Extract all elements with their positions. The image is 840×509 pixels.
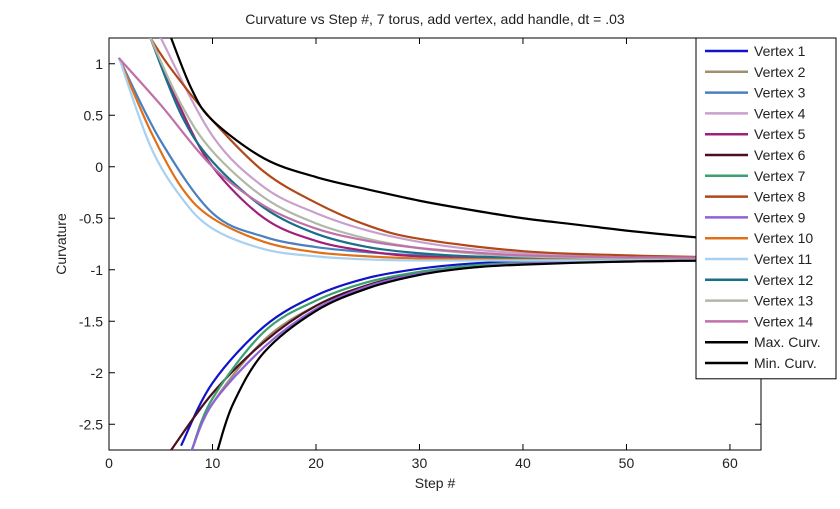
x-tick-label: 50 xyxy=(619,455,635,471)
legend-label-14: Vertex 14 xyxy=(754,313,813,329)
legend: Vertex 1 Vertex 2 Vertex 3 Vertex 4 Vertex 5… xyxy=(695,37,837,380)
x-tick-label: 0 xyxy=(105,455,113,471)
legend-label-4: Vertex 4 xyxy=(754,105,806,121)
legend-label-16: Min. Curv. xyxy=(754,355,817,371)
y-tick-label: -2 xyxy=(91,365,104,381)
legend-label-15: Max. Curv. xyxy=(754,334,821,350)
y-tick-label: -0.5 xyxy=(79,210,103,226)
x-tick-label: 20 xyxy=(308,455,324,471)
legend-label-13: Vertex 13 xyxy=(754,293,813,309)
y-tick-label: 1 xyxy=(95,56,103,72)
y-tick-label: 0.5 xyxy=(84,107,104,123)
series-line-14 xyxy=(118,57,761,259)
legend-label-3: Vertex 3 xyxy=(754,85,806,101)
series-line-11 xyxy=(118,57,761,262)
x-tick-label: 60 xyxy=(722,455,738,471)
legend-label-12: Vertex 12 xyxy=(754,272,813,288)
legend-label-5: Vertex 5 xyxy=(754,126,806,142)
y-tick-label: -1.5 xyxy=(79,313,103,329)
chart-title: Curvature vs Step #, 7 torus, add vertex… xyxy=(245,11,625,27)
series-layer xyxy=(118,38,761,450)
legend-label-2: Vertex 2 xyxy=(754,64,806,80)
x-axis-label: Step # xyxy=(415,475,456,491)
legend-label-7: Vertex 7 xyxy=(754,168,806,184)
ticks-layer: 0 10 20 30 40 50 60 1 0.5 0 -0.5 -1 -1.5 -2 -2.5 xyxy=(79,38,761,471)
legend-label-1: Vertex 1 xyxy=(754,43,806,59)
y-tick-label: 0 xyxy=(95,159,103,175)
legend-label-9: Vertex 9 xyxy=(754,209,806,225)
series-line-16 xyxy=(216,259,761,450)
legend-label-11: Vertex 11 xyxy=(754,251,812,267)
y-tick-label: -1 xyxy=(91,262,104,278)
legend-label-6: Vertex 6 xyxy=(754,147,806,163)
x-tick-label: 40 xyxy=(515,455,531,471)
x-tick-label: 30 xyxy=(412,455,428,471)
y-tick-label: -2.5 xyxy=(79,416,103,432)
x-tick-label: 10 xyxy=(205,455,221,471)
legend-label-8: Vertex 8 xyxy=(754,189,806,205)
legend-label-10: Vertex 10 xyxy=(754,230,813,246)
series-line-15 xyxy=(170,38,761,244)
y-axis-label: Curvature xyxy=(53,213,69,275)
